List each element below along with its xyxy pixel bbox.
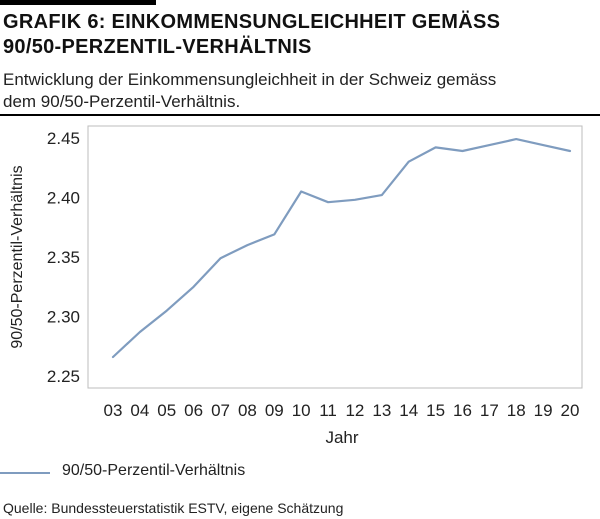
x-tick-label: 18	[507, 401, 526, 420]
legend: 90/50-Perzentil-Verhältnis	[0, 460, 600, 484]
header-divider	[0, 114, 600, 116]
chart-subtitle-line-1: Entwicklung der Einkommensungleichheit i…	[3, 70, 497, 89]
y-tick-label: 2.30	[47, 308, 80, 327]
chart-subtitle-line-2: dem 90/50-Perzentil-Verhältnis.	[3, 92, 241, 111]
x-tick-label: 16	[453, 401, 472, 420]
chart-title-line-1: GRAFIK 6: EINKOMMENSUNGLEICHHEIT GEMÄSS	[3, 11, 501, 33]
legend-swatch-line	[0, 472, 50, 474]
x-tick-label: 04	[130, 401, 149, 420]
x-tick-label: 10	[292, 401, 311, 420]
x-tick-label: 08	[238, 401, 257, 420]
y-tick-label: 2.25	[47, 367, 80, 386]
line-chart: 2.25 2.30 2.35 2.40 2.45 03 04 05 06 07 08 09 10 11 12…	[9, 125, 583, 447]
series-line	[111, 138, 572, 359]
x-axis-label: Jahr	[325, 428, 358, 447]
y-tick-label: 2.40	[47, 188, 80, 207]
y-tick-label: 2.45	[47, 129, 80, 148]
chart-title: GRAFIK 6: EINKOMMENSUNGLEICHHEIT GEMÄSS …	[3, 10, 593, 60]
x-tick-label: 07	[211, 401, 230, 420]
x-tick-label: 06	[184, 401, 203, 420]
x-tick-label: 19	[534, 401, 553, 420]
x-tick-label: 09	[265, 401, 284, 420]
x-tick-label: 17	[480, 401, 499, 420]
y-tick-label: 2.35	[47, 248, 80, 267]
chart-subtitle: Entwicklung der Einkommensungleichheit i…	[3, 69, 593, 113]
source-note: Quelle: Bundessteuerstatistik ESTV, eige…	[3, 500, 344, 516]
legend-label: 90/50-Perzentil-Verhältnis	[62, 462, 246, 479]
x-tick-label: 05	[157, 401, 176, 420]
plot-area-frame	[87, 125, 583, 389]
x-tick-label: 03	[104, 401, 123, 420]
x-tick-label: 20	[561, 401, 580, 420]
x-tick-label: 13	[372, 401, 391, 420]
x-tick-label: 15	[426, 401, 445, 420]
x-tick-label: 11	[319, 401, 337, 420]
x-tick-label: 14	[399, 401, 418, 420]
top-accent-rule	[0, 0, 156, 5]
y-axis-label: 90/50-Perzentil-Verhältnis	[9, 165, 26, 348]
x-tick-label: 12	[345, 401, 364, 420]
chart-title-line-2: 90/50-PERZENTIL-VERHÄLTNIS	[3, 36, 312, 58]
